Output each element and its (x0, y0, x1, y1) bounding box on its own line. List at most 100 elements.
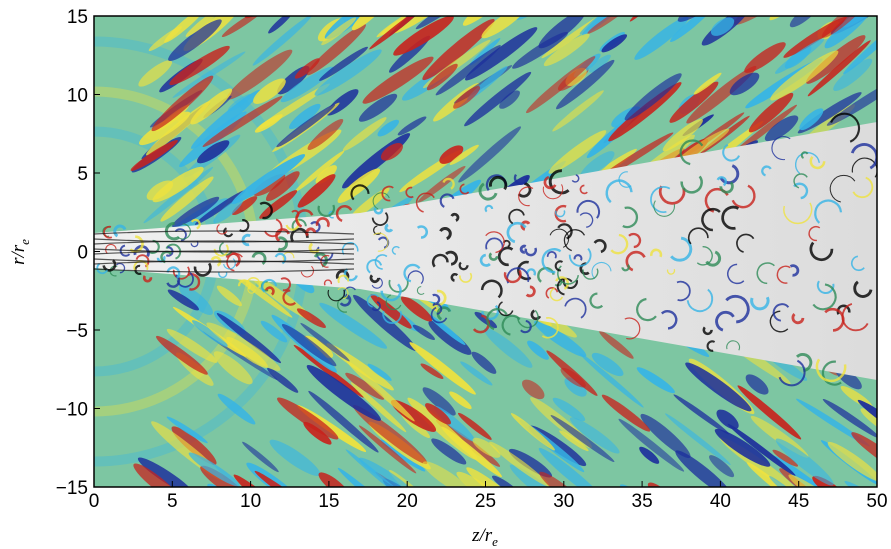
wave-band (303, 486, 377, 549)
x-axis-label: z/re (471, 525, 498, 549)
wave-band (426, 63, 458, 91)
wave-band (337, 467, 409, 487)
eddy-stroke (508, 208, 525, 225)
eddy-stroke (546, 251, 557, 259)
eddy-stroke (579, 184, 588, 195)
eddy-stroke (808, 225, 821, 242)
wave-band (192, 320, 228, 347)
eddy-stroke (579, 212, 594, 228)
wave-band (453, 86, 481, 109)
wave-band (294, 58, 320, 79)
y-tick-label: −5 (66, 321, 88, 342)
eddy-stroke (815, 358, 847, 383)
eddy-stroke (450, 272, 459, 282)
eddy-stroke (371, 301, 381, 312)
eddy-stroke (721, 205, 740, 230)
wave-band (300, 322, 350, 362)
wave-band (296, 308, 326, 329)
wave-band (474, 311, 498, 329)
wave-band (640, 413, 691, 459)
eddy-stroke (439, 193, 455, 208)
eddy-stroke (809, 155, 826, 170)
wave-band (601, 34, 628, 53)
eddy-stroke (341, 242, 359, 255)
eddy-stroke (576, 199, 601, 219)
eddy-stroke (497, 246, 514, 267)
wave-band (380, 142, 403, 161)
wave-band (709, 455, 735, 478)
wave-band (822, 398, 877, 439)
wave-band (400, 296, 433, 322)
x-tick-label: 5 (167, 491, 178, 512)
eddy-stroke (548, 169, 570, 195)
eddy-stroke (520, 319, 532, 334)
eddy-stroke (568, 248, 592, 267)
shear-layer-streak (94, 250, 355, 255)
shear-layer-streak (94, 260, 355, 265)
x-tick-label: 50 (866, 491, 887, 512)
wave-band (449, 391, 472, 410)
wave-band (294, 150, 345, 193)
wave-band (217, 393, 256, 425)
wave-band (624, 73, 682, 121)
eddy-stroke (778, 359, 806, 387)
wave-band (353, 294, 417, 351)
eddy-stroke (282, 289, 297, 306)
wave-band (673, 394, 730, 435)
wave-band (254, 470, 317, 487)
eddy-stroke (105, 243, 117, 254)
wave-band (306, 24, 366, 76)
eddy-stroke (542, 184, 564, 200)
eddy-stroke (264, 218, 283, 238)
wave-band (358, 425, 417, 474)
eddy-stroke (116, 262, 126, 274)
eddy-stroke (814, 199, 843, 224)
x-tick-label: 35 (632, 491, 653, 512)
wave-band (483, 327, 533, 368)
wave-band (168, 19, 222, 61)
eddy-stroke (593, 239, 607, 254)
wave-band (441, 426, 502, 478)
wave-band (685, 362, 752, 412)
wave-band (422, 461, 473, 487)
wave-band (714, 428, 771, 467)
wave-band (191, 89, 261, 149)
wave-band (669, 81, 719, 123)
eddy-stroke (791, 313, 805, 325)
wave-band (737, 385, 802, 440)
eddy-stroke (472, 314, 490, 334)
wave-band (178, 284, 213, 315)
wave-band (269, 439, 321, 477)
wave-band (319, 302, 388, 349)
wave-band (456, 471, 510, 487)
eddy-stroke (541, 317, 559, 339)
eddy-stroke (337, 274, 350, 284)
eddy-stroke (836, 304, 851, 315)
wave-band (548, 130, 607, 174)
eddy-stroke (176, 272, 194, 288)
jet-eddies (94, 112, 877, 387)
wave-band (297, 174, 336, 208)
eddy-stroke (165, 243, 182, 260)
wave-band (169, 45, 230, 86)
eddy-stroke (702, 326, 713, 336)
x-tick-label: 0 (89, 491, 100, 512)
wave-band (130, 140, 178, 171)
wave-band (318, 472, 351, 487)
eddy-stroke (719, 164, 740, 185)
wave-band (665, 413, 731, 466)
eddy-stroke (486, 308, 508, 331)
wave-band (143, 166, 214, 224)
wave-band (151, 75, 214, 132)
wave-band (499, 90, 520, 109)
eddy-stroke (190, 218, 201, 230)
wave-band (185, 16, 221, 37)
eddy-stroke (489, 175, 508, 191)
wave-band (806, 35, 866, 84)
wave-band (267, 367, 299, 393)
eddy-stroke (479, 253, 491, 267)
wave-band (347, 494, 379, 523)
eddy-stroke (816, 280, 835, 295)
eddy-stroke (852, 176, 874, 199)
eddy-stroke (503, 269, 522, 284)
